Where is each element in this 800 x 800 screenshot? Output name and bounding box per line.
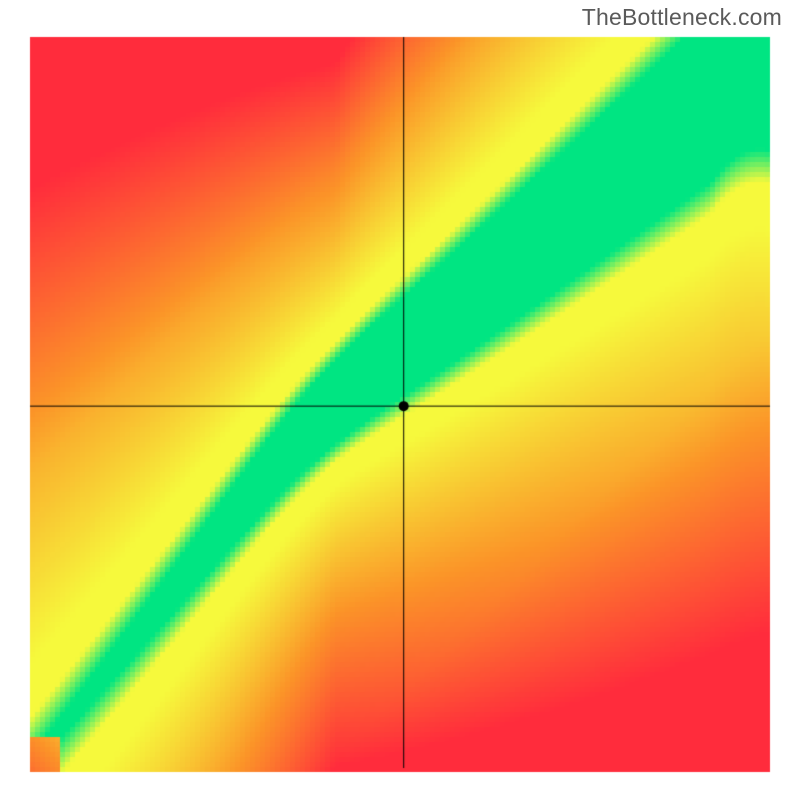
watermark-text: TheBottleneck.com (582, 4, 782, 31)
chart-container: TheBottleneck.com (0, 0, 800, 800)
bottleneck-heatmap (0, 0, 800, 800)
